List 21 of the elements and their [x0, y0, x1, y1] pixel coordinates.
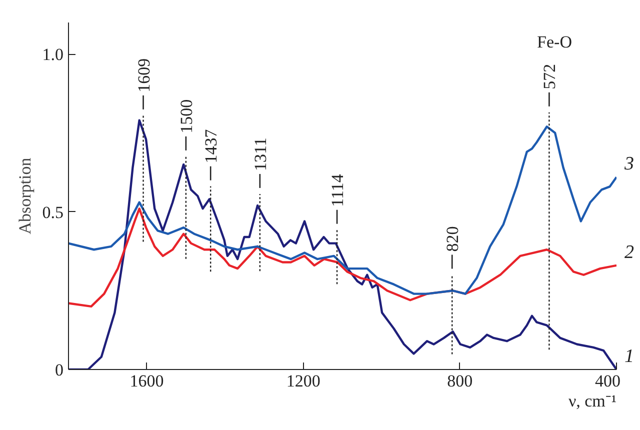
y-tick-label: 0 [55, 360, 64, 380]
x-tick-label: 1200 [286, 372, 320, 390]
y-tick-label: 1.0 [42, 45, 64, 64]
ref-line-label: 1311 [250, 138, 270, 171]
ref-line-label: 1437 [202, 128, 221, 164]
series-label: 3 [624, 154, 634, 175]
y-axis-title: Absorption [15, 157, 34, 234]
line-series [68, 208, 616, 308]
ref-line-label: 1609 [134, 58, 154, 92]
annotation: Fe-O [537, 32, 572, 52]
series-label: 1 [624, 346, 634, 367]
x-axis-title: ν, cm⁻¹ [568, 392, 617, 410]
x-tick-label: 1600 [130, 372, 164, 390]
y-tick-label: 0.5 [42, 202, 64, 222]
ref-line-label: 572 [540, 64, 560, 90]
x-tick-label: 800 [447, 372, 473, 390]
series-label: 2 [624, 242, 634, 263]
ref-line-label: 1114 [328, 174, 348, 207]
ref-line-label: 1500 [176, 99, 196, 134]
ref-line-label: 820 [443, 226, 462, 252]
x-tick-label: 400 [595, 372, 620, 390]
